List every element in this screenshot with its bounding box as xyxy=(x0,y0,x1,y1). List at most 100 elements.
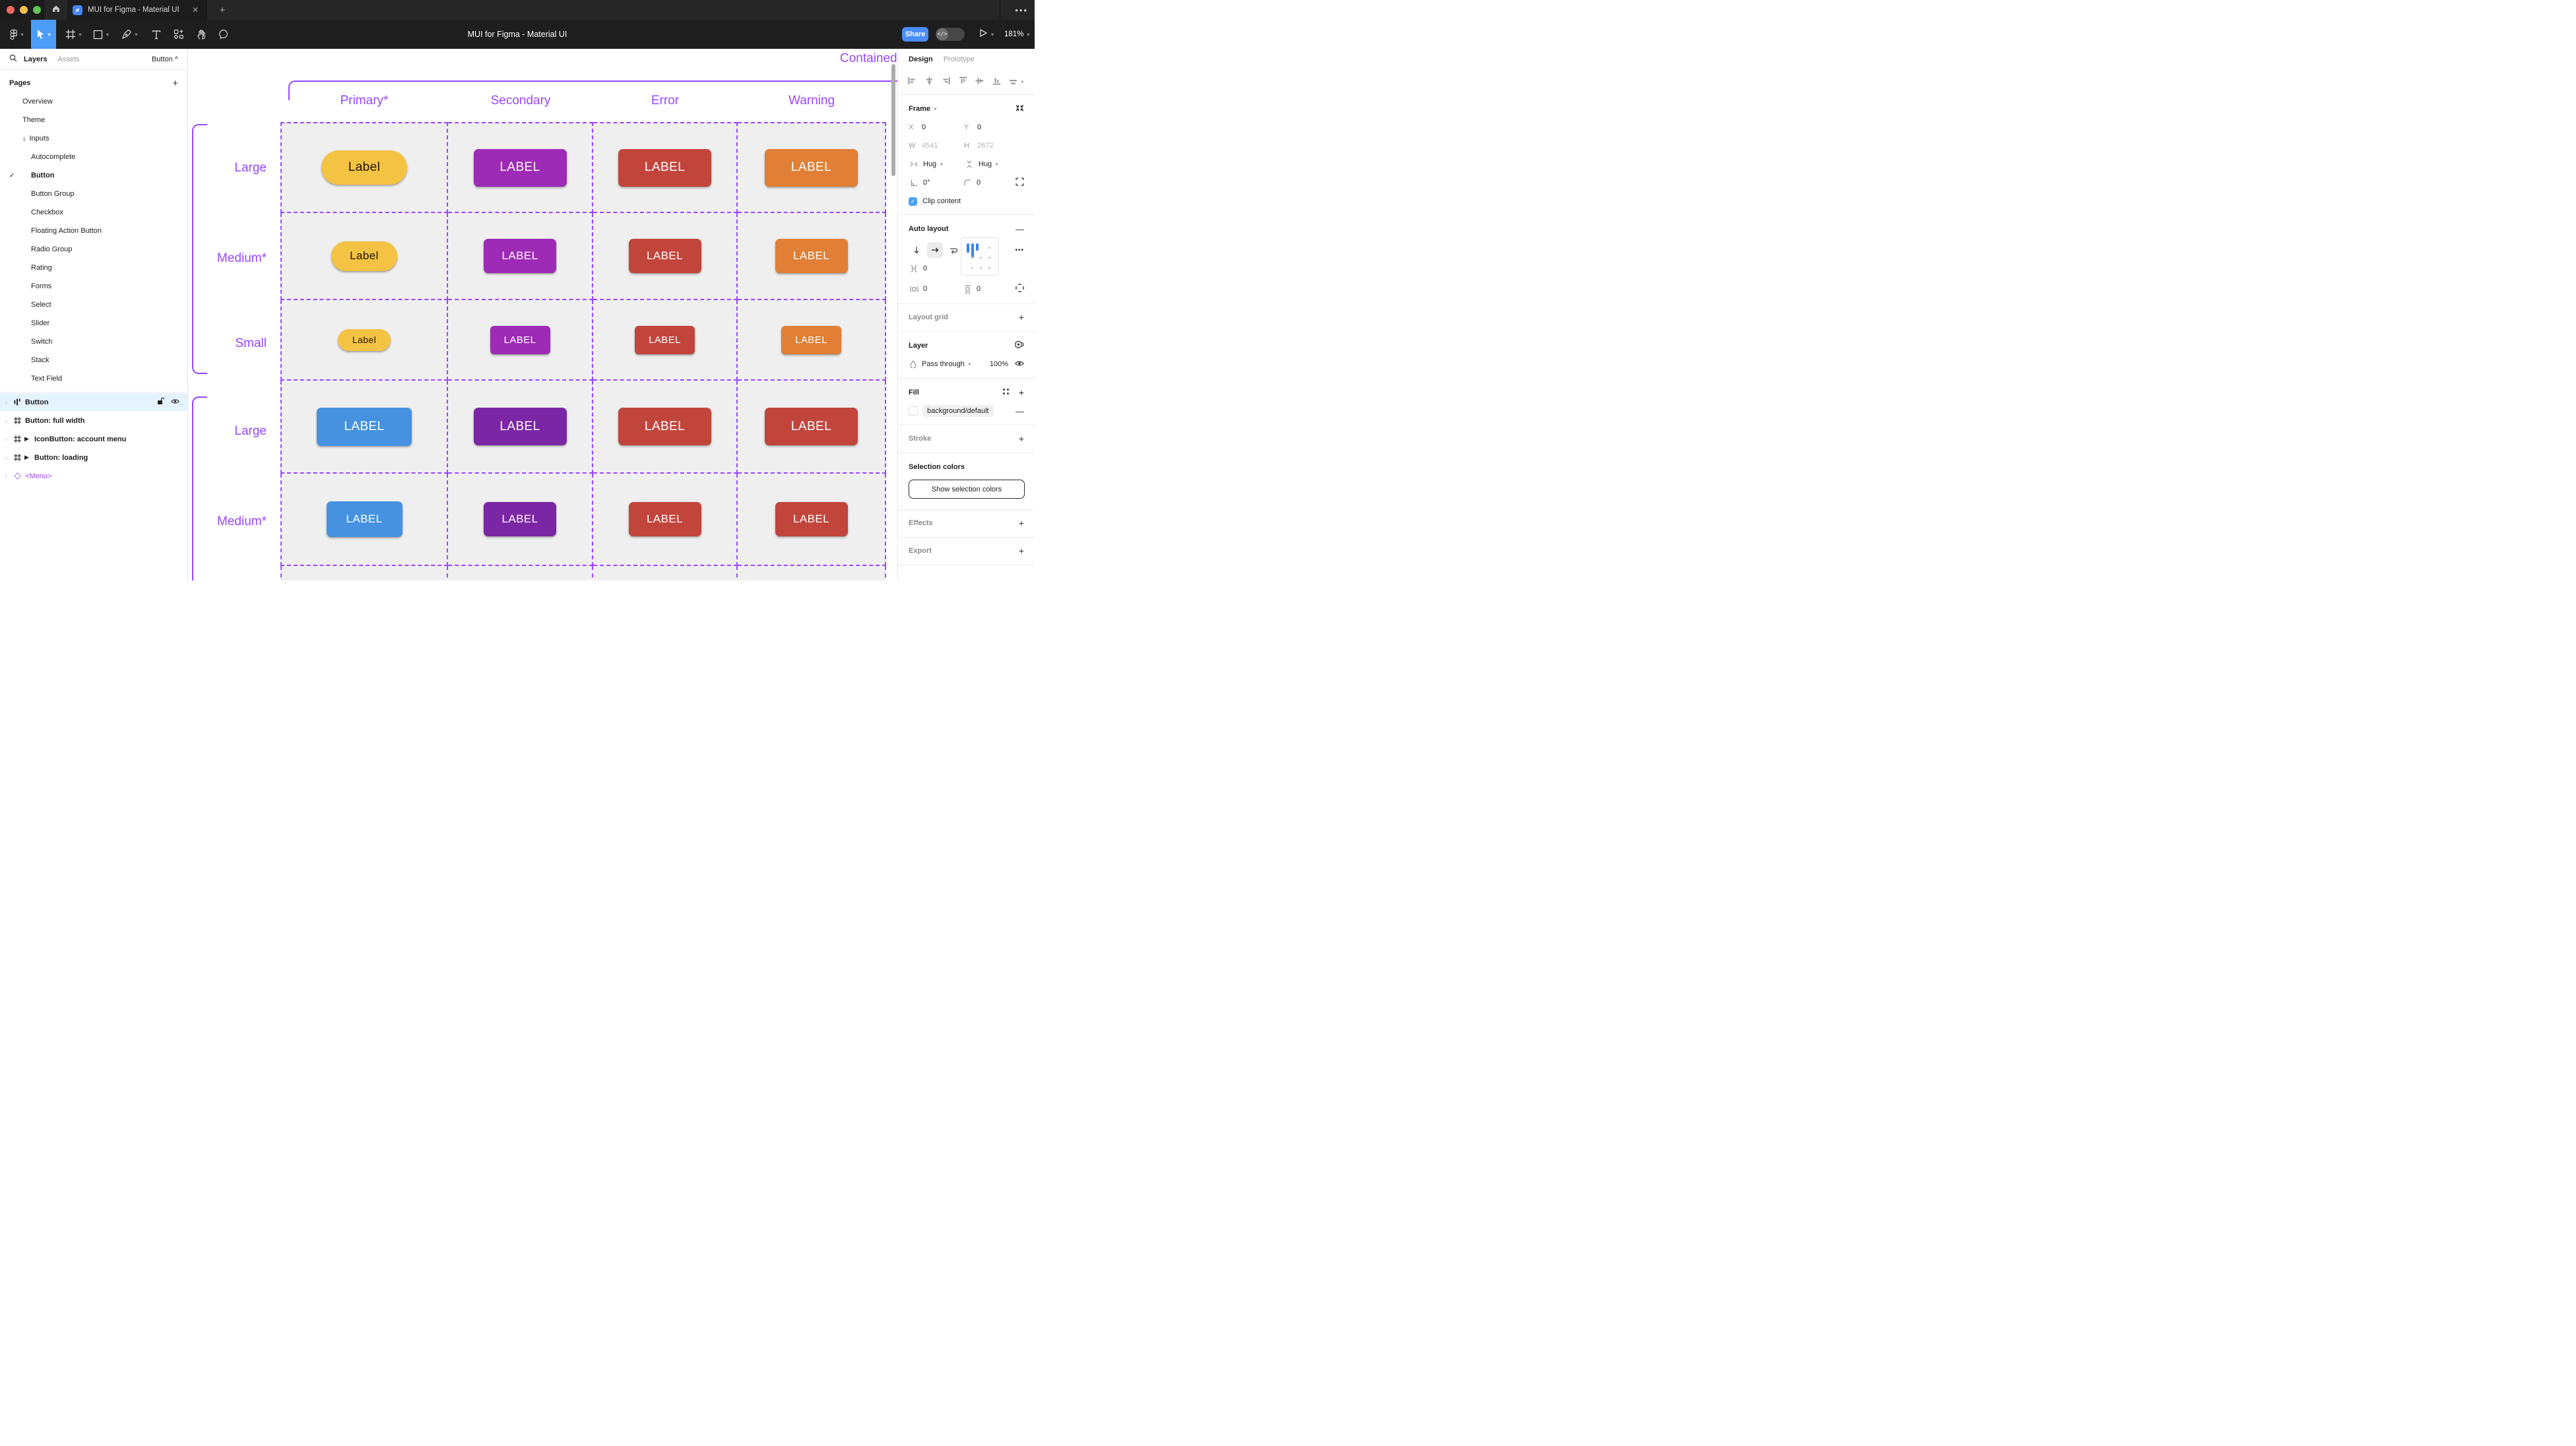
page-item-fab[interactable]: Floating Action Button xyxy=(31,227,102,235)
tab-assets[interactable]: Assets xyxy=(57,55,80,63)
mui-button-contained[interactable]: LABEL xyxy=(473,148,567,187)
mui-button-contained[interactable]: LABEL xyxy=(618,148,711,187)
mui-button-contained[interactable]: Label xyxy=(321,150,407,185)
figma-main-menu[interactable]: ▼ xyxy=(5,20,29,49)
tool-move-selected[interactable]: ▼ xyxy=(31,20,56,49)
align-left-icon[interactable] xyxy=(908,77,917,87)
tab-active[interactable]: MUI for Figma - Material UI ✕ xyxy=(67,0,207,20)
canvas-vertical-scrollbar[interactable] xyxy=(891,64,895,176)
independent-corners-icon[interactable] xyxy=(1015,177,1024,188)
mui-button-contained[interactable]: LABEL xyxy=(484,239,556,273)
align-right-icon[interactable] xyxy=(942,77,950,87)
page-item-button-group[interactable]: Button Group xyxy=(31,190,75,198)
chevron-right-icon[interactable]: › xyxy=(5,398,7,406)
collapse-panel-icon[interactable] xyxy=(1015,104,1024,114)
tab-design[interactable]: Design xyxy=(909,55,933,63)
page-item-rating[interactable]: Rating xyxy=(31,264,52,272)
mui-button-contained[interactable]: LABEL xyxy=(781,325,841,354)
vertical-sizing-dropdown[interactable]: Hug ▼ xyxy=(964,160,1019,168)
chevron-right-icon[interactable]: › xyxy=(5,417,7,424)
height-field[interactable]: H 2672 xyxy=(964,142,994,150)
mui-button-contained[interactable]: LABEL xyxy=(765,408,858,445)
unlock-icon[interactable] xyxy=(157,397,165,407)
variant-cell[interactable]: LABEL xyxy=(738,381,886,474)
variant-cell[interactable]: LABEL xyxy=(448,381,593,474)
mui-button-contained[interactable]: LABEL xyxy=(775,239,848,273)
close-window-button[interactable] xyxy=(7,6,15,14)
page-item-select[interactable]: Select xyxy=(31,301,51,309)
distribute-menu-icon[interactable]: ▼ xyxy=(1009,78,1025,86)
page-item-slider[interactable]: Slider xyxy=(31,319,50,327)
mui-button-contained[interactable]: Label xyxy=(338,329,391,351)
mui-button-contained[interactable]: LABEL xyxy=(317,407,412,446)
zoom-level[interactable]: 181% xyxy=(1004,30,1024,38)
variant-cell[interactable]: LABEL xyxy=(280,474,448,566)
scope-selector[interactable]: Button ^ xyxy=(151,55,178,63)
layout-wrap-button[interactable] xyxy=(946,242,961,258)
page-item-autocomplete[interactable]: Autocomplete xyxy=(31,153,76,161)
gap-field[interactable]: 0 xyxy=(909,265,964,272)
maximize-window-button[interactable] xyxy=(33,6,41,14)
layer-row-menu-instance[interactable]: › <Menu> xyxy=(5,472,52,480)
page-item-theme[interactable]: Theme xyxy=(22,116,46,124)
layer-row-button-loading[interactable]: › ▶ Button: loading xyxy=(5,453,88,462)
layer-row-iconbutton-account-menu[interactable]: › ▶ IconButton: account menu xyxy=(5,435,127,443)
styles-icon[interactable] xyxy=(1002,388,1010,397)
add-effect-button[interactable]: + xyxy=(1018,518,1024,528)
variant-cell[interactable]: LABEL xyxy=(738,474,886,566)
tab-layers[interactable]: Layers xyxy=(24,55,48,63)
fill-color-swatch[interactable] xyxy=(909,406,918,416)
mui-button-contained[interactable]: LABEL xyxy=(490,325,550,354)
eye-icon[interactable] xyxy=(1015,360,1024,369)
tool-shape[interactable]: ▼ xyxy=(88,20,115,49)
eye-icon[interactable] xyxy=(171,398,179,406)
variant-cell[interactable]: LABEL xyxy=(738,122,886,213)
add-page-button[interactable]: + xyxy=(172,77,178,89)
mui-button-contained[interactable]: LABEL xyxy=(473,408,567,445)
mui-button-contained[interactable]: LABEL xyxy=(765,148,858,187)
variant-cell[interactable]: LABEL xyxy=(593,122,738,213)
frame-section-title[interactable]: Frame xyxy=(909,105,931,113)
align-h-center-icon[interactable] xyxy=(925,77,934,87)
rotation-field[interactable]: 0° xyxy=(909,179,962,187)
layer-row-button[interactable]: › Button xyxy=(0,393,187,411)
auto-layout-more-icon[interactable]: ••• xyxy=(1015,246,1024,254)
chevron-right-icon[interactable]: › xyxy=(5,472,7,480)
page-item-forms[interactable]: Forms xyxy=(31,282,52,290)
page-item-button-current[interactable]: ✓ Button xyxy=(9,172,55,179)
blend-mode-dropdown[interactable]: Pass through xyxy=(922,360,965,368)
mui-button-contained[interactable]: Label xyxy=(331,241,397,271)
tab-prototype[interactable]: Prototype xyxy=(943,55,975,63)
minimize-window-button[interactable] xyxy=(20,6,28,14)
add-fill-button[interactable]: + xyxy=(1018,387,1024,398)
variant-cell[interactable]: LABEL xyxy=(448,300,593,381)
page-item-overview[interactable]: Overview xyxy=(22,98,53,106)
share-button[interactable]: Share xyxy=(902,27,928,42)
frame-title[interactable]: Contained xyxy=(840,51,897,65)
variant-cell[interactable]: LABEL xyxy=(593,213,738,300)
horizontal-padding-field[interactable]: 0 xyxy=(909,285,962,293)
variant-cell[interactable]: LABEL xyxy=(448,122,593,213)
opacity-field[interactable]: 100% xyxy=(989,360,1008,368)
add-stroke-button[interactable]: + xyxy=(1018,433,1024,444)
search-icon[interactable] xyxy=(9,54,17,64)
page-item-stack[interactable]: Stack xyxy=(31,356,49,364)
page-item-text-field[interactable]: Text Field xyxy=(31,375,63,383)
chevron-down-icon[interactable]: ▼ xyxy=(933,107,938,111)
layout-vertical-button[interactable] xyxy=(909,242,924,258)
tool-hand[interactable] xyxy=(190,20,212,49)
dev-mode-toggle[interactable]: </> xyxy=(936,28,965,41)
chevron-down-icon[interactable]: ▼ xyxy=(1025,32,1031,37)
page-item-switch[interactable]: Switch xyxy=(31,338,53,346)
variant-cell[interactable]: LABEL xyxy=(593,474,738,566)
tool-comment[interactable] xyxy=(212,20,235,49)
remove-auto-layout-button[interactable]: — xyxy=(1015,224,1024,234)
add-layout-grid-button[interactable]: + xyxy=(1018,312,1024,323)
individual-padding-icon[interactable] xyxy=(1015,284,1024,294)
show-selection-colors-button[interactable]: Show selection colors xyxy=(909,480,1025,499)
layout-horizontal-button[interactable] xyxy=(927,242,943,258)
variant-cell[interactable]: LABEL xyxy=(593,381,738,474)
mui-button-contained[interactable]: LABEL xyxy=(775,502,848,536)
layer-row-button-full-width[interactable]: › Button: full width xyxy=(5,416,85,425)
